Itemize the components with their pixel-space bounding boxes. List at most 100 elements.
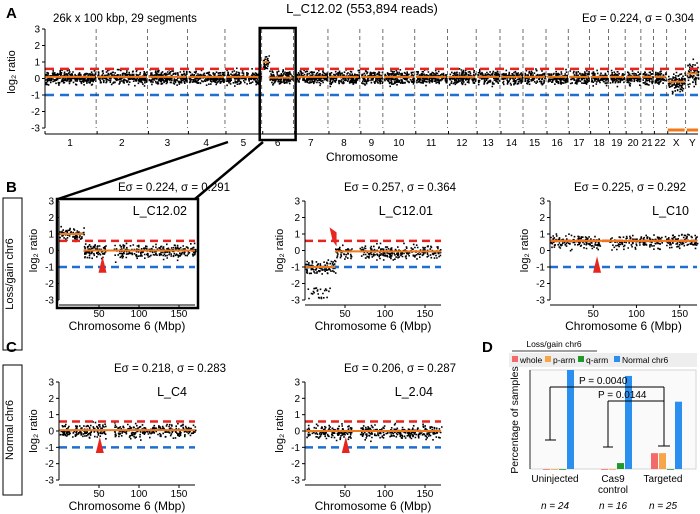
- row-label-box-b: [2, 197, 23, 351]
- bar-p-arm: [659, 453, 666, 469]
- chromosome-label: 10: [393, 138, 405, 149]
- y-tick-label: 3: [34, 25, 40, 36]
- plot-xlabel: Chromosome 6 (Mbp): [315, 499, 432, 513]
- chromosome-label: 20: [627, 138, 639, 149]
- data-points: [45, 55, 700, 95]
- chromosome-label: 6: [275, 138, 281, 149]
- plot-ylabel: log₂ ratio: [28, 229, 40, 272]
- plot-b3: Eσ = 0.225, σ = 0.292 L_C10 3 2 1 0 -1 -2 -3 50 10…: [519, 182, 699, 333]
- bar-whole: [601, 469, 608, 470]
- zoom-connector-left: [57, 140, 229, 201]
- breakpoint-marker: [329, 227, 337, 247]
- y-tick-label: 0: [34, 74, 40, 85]
- panel-letter-a: A: [6, 5, 17, 22]
- y-tick-label: 3: [294, 197, 300, 208]
- y-tick-label: 1: [34, 58, 40, 69]
- chromosome-label: 22: [654, 138, 666, 149]
- plot-xlabel: Chromosome 6 (Mbp): [69, 319, 186, 333]
- x-tick-label: 50: [93, 309, 105, 320]
- y-tick-label: -3: [536, 296, 545, 307]
- chromosome-label: Y: [689, 138, 696, 149]
- y-tick-label: 2: [48, 394, 54, 405]
- x-tick-label: 100: [628, 309, 645, 320]
- chromosome-label: 19: [611, 138, 623, 149]
- breakpoint-marker: [341, 436, 350, 454]
- plot-xlabel: Chromosome 6 (Mbp): [69, 499, 186, 513]
- plot-xlabel: Chromosome 6 (Mbp): [315, 319, 432, 333]
- legend-p-arm-swatch: [545, 356, 551, 362]
- chromosome-label: 8: [341, 138, 347, 149]
- bar-whole: [543, 469, 550, 470]
- y-tick-label: -1: [45, 263, 54, 274]
- row-label-b: Loss/gain chr6: [4, 238, 16, 310]
- plot-sample-label: L_C10: [652, 204, 689, 218]
- legend-q-arm-swatch: [578, 356, 584, 362]
- chromosome-label: X: [673, 138, 680, 149]
- y-tick-label: 3: [539, 197, 545, 208]
- panel-a-xlabel: Chromosome: [326, 150, 398, 164]
- row-label-box-c: [2, 364, 23, 496]
- y-tick-label: -2: [45, 279, 54, 290]
- group-label: Cas9: [601, 474, 625, 485]
- chromosome-label: 1: [67, 138, 73, 149]
- y-tick-label: 0: [294, 427, 300, 438]
- y-tick-label: 0: [48, 427, 54, 438]
- legend-whole-label: whole: [519, 355, 542, 365]
- zoom-connector-right: [194, 141, 264, 200]
- breakpoint-marker: [593, 256, 602, 273]
- x-tick-label: 100: [377, 489, 394, 500]
- plot-sample-label: L_C4: [157, 385, 187, 399]
- x-tick-label: 50: [339, 309, 351, 320]
- bar-normal-chr6: [675, 401, 682, 469]
- chromosome-label: 7: [308, 138, 314, 149]
- y-tick-label: 0: [48, 246, 54, 257]
- y-tick-label: -2: [31, 107, 40, 118]
- panel-a-title: L_C12.02 (553,894 reads): [286, 1, 438, 16]
- legend-normal-swatch: [614, 356, 620, 362]
- y-tick-label: 1: [539, 230, 545, 241]
- plot-xlabel: Chromosome 6 (Mbp): [565, 319, 682, 333]
- y-tick-label: 0: [539, 246, 545, 257]
- data-points: [59, 225, 197, 263]
- chromosome-label: 17: [573, 138, 585, 149]
- bar-chart: Uninjected Cas9 Targeted control n = 24 n = 1…: [529, 369, 697, 512]
- panel-a-header-left: 26k x 100 kbp, 29 segments: [53, 13, 197, 25]
- x-tick-label: 100: [377, 309, 394, 320]
- x-tick-label: 100: [131, 309, 148, 320]
- y-tick-label: -1: [45, 443, 54, 454]
- y-tick-label: -1: [31, 91, 40, 102]
- y-tick-label: -1: [291, 443, 300, 454]
- plot-stats: Eσ = 0.218, σ = 0.283: [114, 363, 226, 375]
- bar-q-arm: [617, 463, 624, 469]
- plot-stats: Eσ = 0.257, σ = 0.364: [344, 182, 457, 194]
- x-tick-label: 150: [417, 309, 434, 320]
- panel-a-header-right: Eσ = 0.224, σ = 0.304: [582, 13, 695, 25]
- breakpoint-marker: [98, 256, 107, 273]
- y-tick-label: 2: [294, 213, 300, 224]
- y-tick-label: 2: [539, 213, 545, 224]
- chromosome-label: 2: [119, 138, 125, 149]
- bar-normal-chr6: [567, 370, 574, 469]
- sample-count: n = 24: [541, 501, 570, 512]
- legend-background: [509, 353, 697, 367]
- legend-normal-label: Normal chr6: [622, 355, 669, 365]
- panel-letter-d: D: [482, 339, 493, 356]
- y-tick-label: 1: [48, 230, 54, 241]
- plot-b1: Eσ = 0.224, σ = 0.291 L_C12.02 3 2 1 0 -1 -2 -3 5…: [28, 182, 230, 333]
- chromosome-label: 11: [426, 138, 437, 149]
- p-value-2: P = 0.0144: [598, 390, 647, 401]
- x-tick-label: 150: [171, 489, 188, 500]
- y-tick-label: 3: [48, 197, 54, 208]
- panel-d-ylabel: Percentage of samples: [509, 366, 521, 473]
- row-label-c: Normal chr6: [4, 400, 16, 460]
- y-tick-label: -3: [45, 296, 54, 307]
- plot-c2: Eσ = 0.206, σ = 0.287 L_2.04 3 2 1 0 -1 -2 -3 50 1…: [274, 363, 456, 513]
- group-label: Uninjected: [531, 474, 578, 485]
- y-tick-label: 1: [294, 230, 300, 241]
- plot-ylabel: log₂ ratio: [28, 409, 40, 452]
- breakpoint-marker: [95, 436, 104, 454]
- x-tick-label: 150: [671, 309, 688, 320]
- data-points: [305, 242, 442, 300]
